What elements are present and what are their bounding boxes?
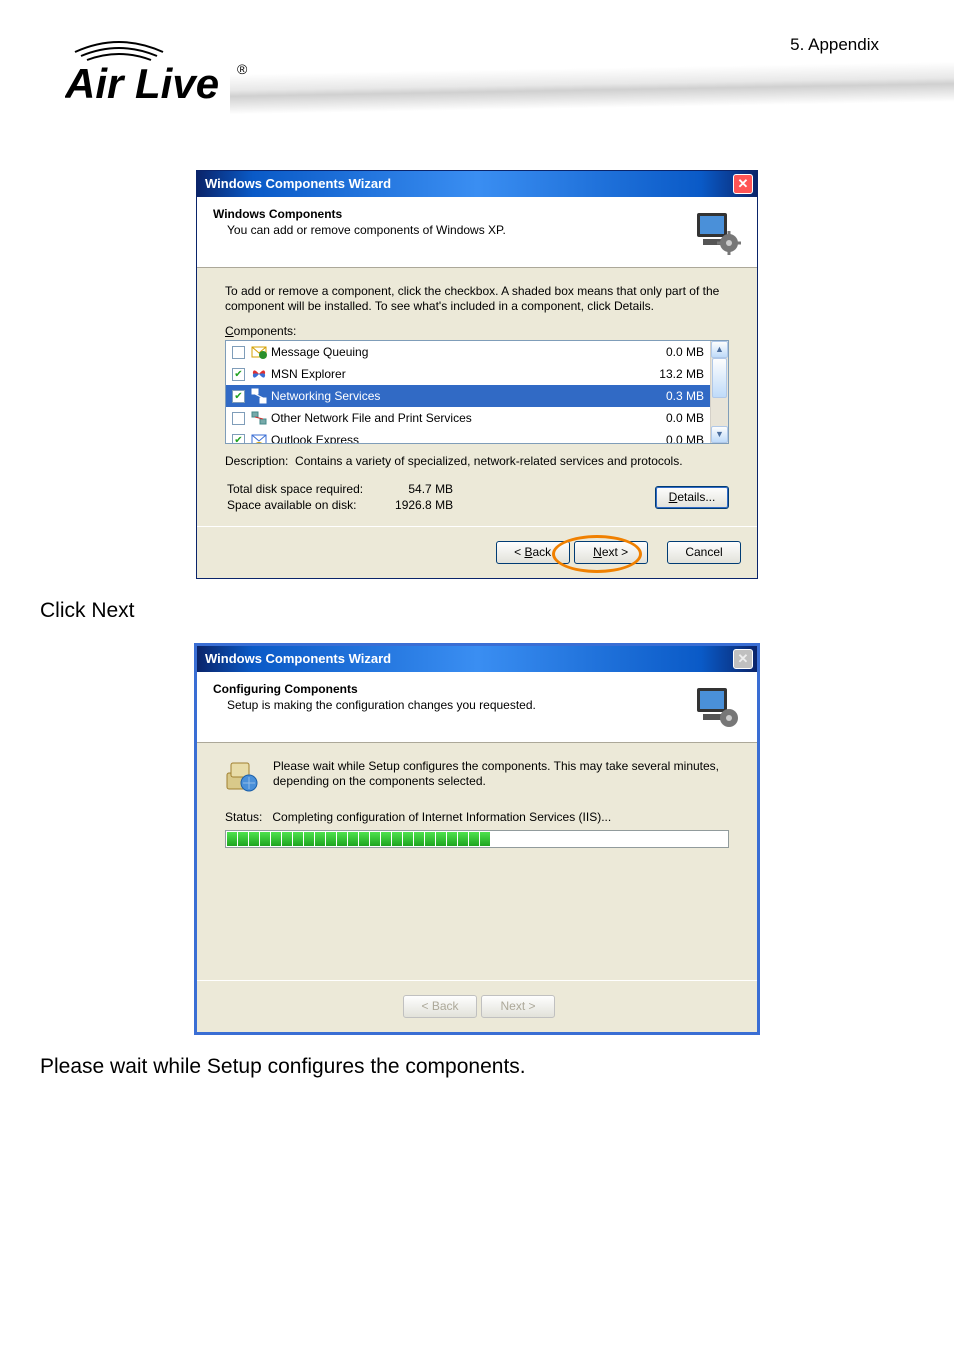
back-button: < Back (403, 995, 477, 1018)
description: Description: Contains a variety of speci… (225, 454, 729, 468)
disk-row: Total disk space required: 54.7 MB Space… (225, 480, 729, 514)
header-swoosh (230, 62, 954, 115)
wizard-body: Please wait while Setup configures the c… (197, 743, 757, 980)
status-text: Completing configuration of Internet Inf… (272, 810, 611, 824)
disk-req-label: Total disk space required: (227, 482, 371, 496)
disk-info: Total disk space required: 54.7 MB Space… (225, 480, 463, 514)
window-title: Windows Components Wizard (205, 646, 391, 672)
list-item[interactable]: ✔ Outlook Express 0.0 MB (226, 429, 710, 443)
wizard-head-title: Windows Components (213, 207, 506, 221)
list-item-label: Message Queuing (271, 345, 644, 359)
list-item-size: 0.0 MB (644, 433, 704, 443)
checkbox-icon[interactable] (232, 346, 245, 359)
instructions-text: To add or remove a component, click the … (225, 284, 729, 314)
checkbox-icon[interactable]: ✔ (232, 390, 245, 403)
status-row: Status: Completing configuration of Inte… (225, 810, 729, 824)
close-icon[interactable]: ✕ (733, 174, 753, 194)
titlebar: Windows Components Wizard ✕ (197, 171, 757, 197)
list-item-size: 0.0 MB (644, 345, 704, 359)
wizard-head-sub: Setup is making the configuration change… (227, 698, 536, 712)
svg-text:®: ® (237, 61, 248, 77)
list-item[interactable]: Message Queuing 0.0 MB (226, 341, 710, 363)
brand-logo: Air Live ® (65, 30, 255, 113)
details-button[interactable]: Details... (655, 486, 729, 509)
page-header: Air Live ® 5. Appendix (40, 30, 914, 150)
wizard-header: Windows Components You can add or remove… (197, 197, 757, 268)
caption-click-next: Click Next (40, 599, 914, 623)
list-content: Message Queuing 0.0 MB ✔ MSN Explorer 13… (226, 341, 710, 443)
butterfly-icon (251, 366, 267, 382)
page: Air Live ® 5. Appendix Windows Component… (0, 0, 954, 1157)
list-item-label: Outlook Express (271, 433, 644, 443)
list-item[interactable]: ✔ Networking Services 0.3 MB (226, 385, 710, 407)
disk-avail-label: Space available on disk: (227, 498, 371, 512)
disk-req-value: 54.7 MB (373, 482, 461, 496)
titlebar: Windows Components Wizard ✕ (197, 646, 757, 672)
list-item-label: MSN Explorer (271, 367, 644, 381)
wizard-footer: < BackNext > (197, 980, 757, 1032)
status-label: Status: (225, 810, 262, 824)
disk-avail-value: 1926.8 MB (373, 498, 461, 512)
network-icon (251, 388, 267, 404)
caption-please-wait: Please wait while Setup configures the c… (40, 1055, 914, 1079)
scrollbar[interactable]: ▲ ▼ (710, 341, 728, 443)
scroll-up-icon[interactable]: ▲ (711, 341, 728, 358)
scroll-down-icon[interactable]: ▼ (711, 426, 728, 443)
wizard-header-text: Configuring Components Setup is making t… (213, 682, 536, 712)
wizard-head-title: Configuring Components (213, 682, 536, 696)
cancel-button[interactable]: Cancel (667, 541, 741, 564)
close-icon: ✕ (733, 649, 753, 669)
list-item[interactable]: Other Network File and Print Services 0.… (226, 407, 710, 429)
back-button[interactable]: < Back (496, 541, 570, 564)
wizard-header: Configuring Components Setup is making t… (197, 672, 757, 743)
wait-text: Please wait while Setup configures the c… (273, 759, 729, 789)
list-item-size: 0.0 MB (644, 411, 704, 425)
wizard-components: Windows Components Wizard ✕ Windows Comp… (196, 170, 758, 579)
description-text: Contains a variety of specialized, netwo… (295, 454, 683, 468)
wizard-configuring: Windows Components Wizard ✕ Configuring … (194, 643, 760, 1035)
description-label: Description: (225, 454, 288, 468)
network-print-icon (251, 410, 267, 426)
appendix-label: 5. Appendix (790, 35, 879, 55)
msmq-icon (251, 344, 267, 360)
list-item-size: 13.2 MB (644, 367, 704, 381)
svg-text:Air Live: Air Live (65, 60, 219, 107)
scroll-thumb[interactable] (712, 358, 727, 398)
computer-gear-icon (693, 682, 741, 730)
components-label: Components: (225, 324, 729, 338)
next-button[interactable]: Next > (574, 541, 648, 564)
computer-gear-icon (693, 207, 741, 255)
scroll-track[interactable] (711, 358, 728, 426)
list-item-label: Other Network File and Print Services (271, 411, 644, 425)
checkbox-icon[interactable] (232, 412, 245, 425)
checkbox-icon[interactable]: ✔ (232, 368, 245, 381)
wizard-body: To add or remove a component, click the … (197, 268, 757, 526)
list-item[interactable]: ✔ MSN Explorer 13.2 MB (226, 363, 710, 385)
wizard-footer: < BackNext > Cancel (197, 526, 757, 578)
install-icon (225, 759, 261, 796)
components-listbox[interactable]: Message Queuing 0.0 MB ✔ MSN Explorer 13… (225, 340, 729, 444)
next-button: Next > (481, 995, 555, 1018)
list-item-label: Networking Services (271, 389, 644, 403)
window-title: Windows Components Wizard (205, 171, 391, 197)
list-item-size: 0.3 MB (644, 389, 704, 403)
outlook-icon (251, 432, 267, 443)
wizard-header-text: Windows Components You can add or remove… (213, 207, 506, 237)
wizard-head-sub: You can add or remove components of Wind… (227, 223, 506, 237)
checkbox-icon[interactable]: ✔ (232, 434, 245, 444)
progress-bar (225, 830, 729, 848)
